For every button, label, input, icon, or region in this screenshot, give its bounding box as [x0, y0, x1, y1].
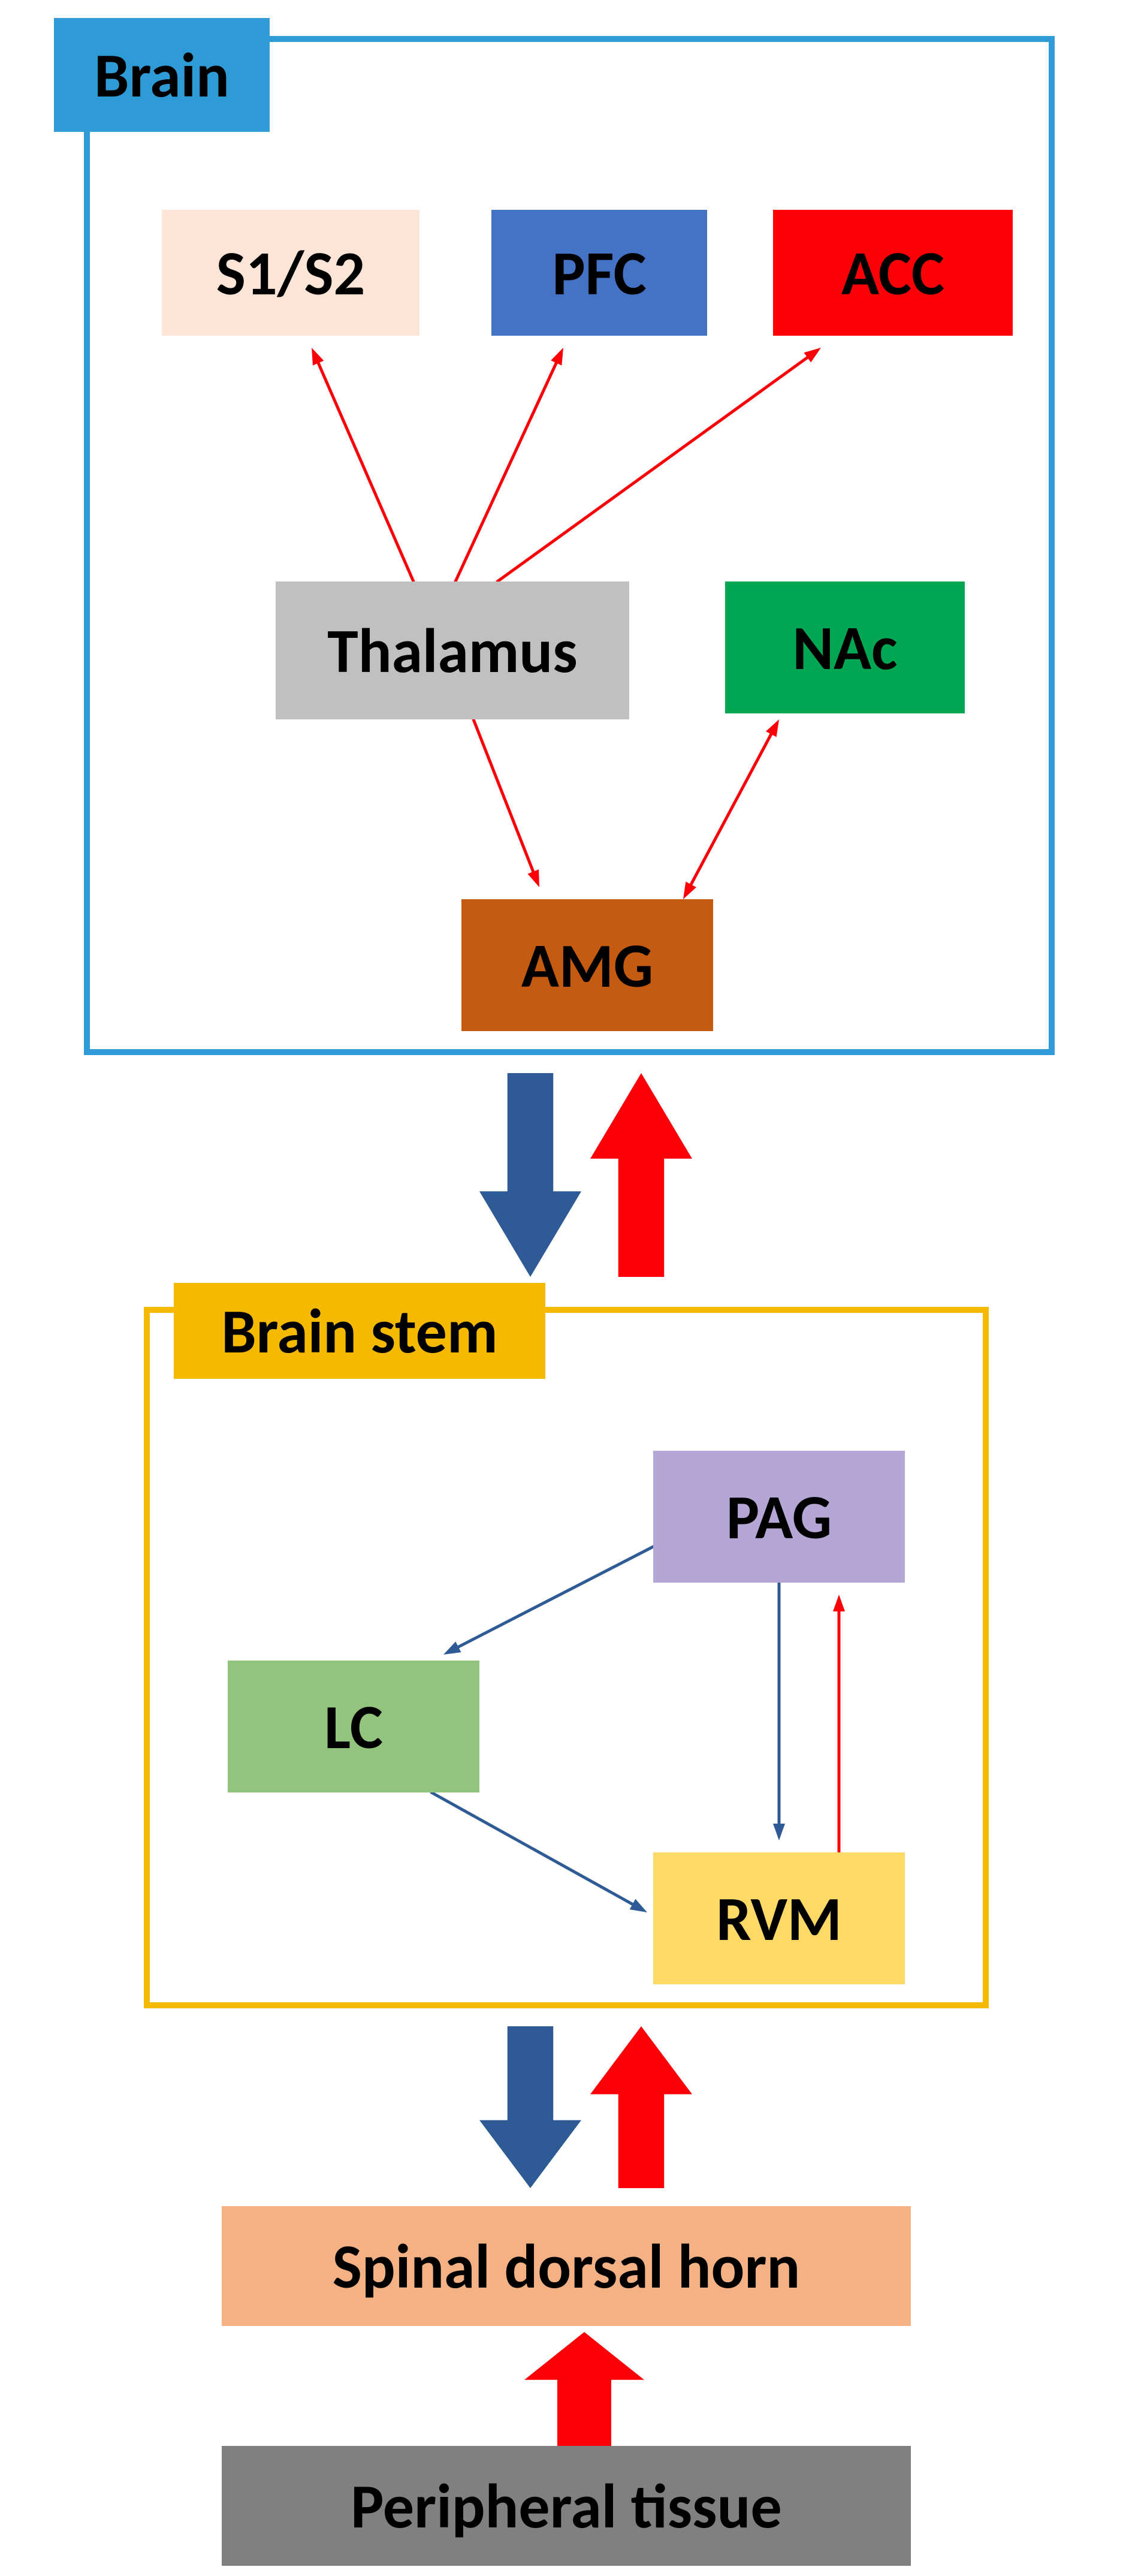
node-s1s2: S1/S2 — [162, 210, 419, 336]
region-label-brain: Brain — [54, 18, 270, 132]
node-pag: PAG — [653, 1451, 905, 1583]
region-label-brain_stem: Brain stem — [174, 1283, 545, 1379]
brain-to-stem-down — [479, 1073, 581, 1277]
node-peripheral: Peripheral tissue — [222, 2446, 911, 2566]
node-lc: LC — [228, 1661, 479, 1792]
node-spinal: Spinal dorsal horn — [222, 2206, 911, 2326]
node-nac: NAc — [725, 582, 965, 713]
node-thalamus: Thalamus — [276, 582, 629, 719]
node-rvm: RVM — [653, 1852, 905, 1984]
stem-to-spinal-down — [479, 2026, 581, 2188]
node-amg: AMG — [461, 899, 713, 1031]
diagram-canvas: Brain Brain stem S1/S2 PFC ACC Thalamus NAc AMG… — [0, 0, 1123, 2576]
node-pfc: PFC — [491, 210, 707, 336]
stem-to-brain-up — [590, 1073, 692, 1277]
spinal-to-stem-up — [590, 2026, 692, 2188]
node-acc: ACC — [773, 210, 1013, 336]
periph-to-spinal-up — [524, 2332, 644, 2446]
